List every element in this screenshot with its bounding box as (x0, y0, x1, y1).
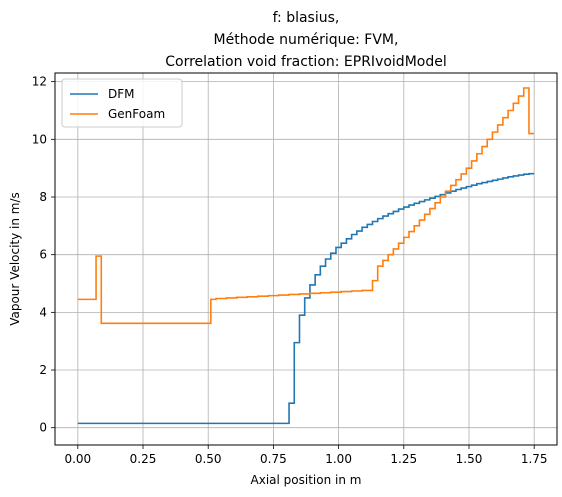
y-tick-label: 12 (32, 75, 47, 89)
grid (55, 73, 557, 445)
y-tick-label: 8 (39, 190, 47, 204)
legend-label-genfoam: GenFoam (108, 107, 165, 121)
plot-series (77, 87, 535, 425)
x-tick-label: 0.75 (260, 452, 287, 466)
y-tick-label: 4 (39, 305, 47, 319)
y-tick-label: 2 (39, 363, 47, 377)
x-tick-label: 1.00 (325, 452, 352, 466)
x-tick-label: 1.50 (456, 452, 483, 466)
x-tick-label: 1.75 (521, 452, 548, 466)
y-tick-label: 10 (32, 132, 47, 146)
ticks: 0.00 0.25 0.50 0.75 1.00 1.25 1.50 1.75 0 2 4 6 8 10 1… (32, 75, 548, 466)
x-tick-label: 0.50 (195, 452, 222, 466)
legend-box (61, 78, 183, 128)
series-line-dfm (77, 172, 535, 425)
axes-frame (54, 72, 558, 446)
series-line-genfoam (77, 87, 535, 325)
x-tick-label: 0.00 (64, 452, 91, 466)
chart-title-line-2: Méthode numérique: FVM, (214, 32, 399, 48)
y-axis-label: Vapour Velocity in m/s (8, 192, 22, 326)
x-tick-label: 0.25 (130, 452, 157, 466)
chart-title-line-3: Correlation void fraction: EPRIvoidModel (165, 54, 446, 70)
legend-label-dfm: DFM (108, 87, 135, 101)
x-axis-label: Axial position in m (251, 473, 362, 487)
x-tick-label: 1.25 (390, 452, 417, 466)
y-tick-label: 6 (39, 248, 47, 262)
y-tick-label: 0 (39, 421, 47, 435)
legend: DFM GenFoam (61, 78, 183, 128)
chart-title-line-1: f: blasius, (273, 10, 340, 26)
